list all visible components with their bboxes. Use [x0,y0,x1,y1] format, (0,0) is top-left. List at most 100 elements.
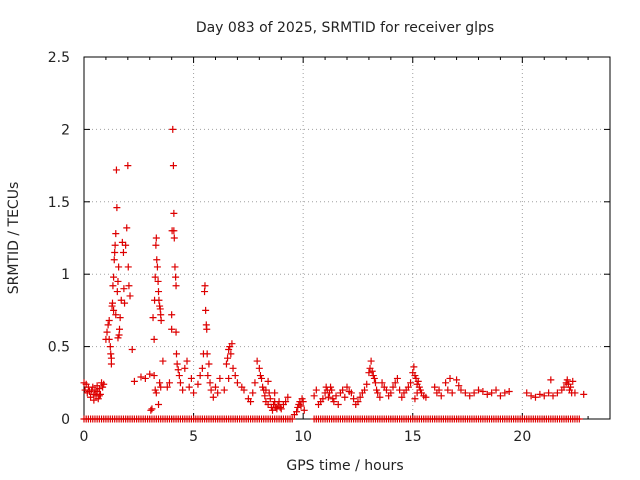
data-point [108,299,116,307]
data-point [567,383,575,391]
y-tick-label: 2 [61,122,70,138]
data-point [122,241,130,249]
data-point [563,376,571,384]
data-point [202,306,210,314]
data-point [527,392,535,400]
data-point [414,377,422,385]
data-point [198,364,206,372]
data-point [157,383,165,391]
data-point [116,314,124,322]
axis-ticks [83,56,610,420]
data-point [553,389,561,397]
data-point [523,389,531,397]
data-point [110,273,118,281]
data-point [90,396,98,404]
data-point [111,248,119,256]
data-point [146,370,154,378]
data-point [107,350,115,358]
data-point [264,377,272,385]
data-point [350,395,358,403]
data-point [393,374,401,382]
data-point [119,248,127,256]
data-point [368,367,376,375]
data-point [387,389,395,397]
data-point [569,377,577,385]
data-point [343,383,351,391]
data-point [190,389,198,397]
data-point [413,389,421,397]
data-point [124,162,132,170]
x-tick-label: 5 [189,429,198,445]
data-point [121,299,129,307]
data-point [216,374,224,382]
data-point [163,383,171,391]
data-point [112,230,120,238]
data-point [173,360,181,368]
data-point [370,374,378,382]
data-point [185,383,193,391]
data-point [187,374,195,382]
data-point [347,389,355,397]
data-point [422,393,430,401]
data-point [540,392,548,400]
data-point [271,389,279,397]
data-point [174,366,182,374]
data-point [155,296,163,304]
data-point [229,364,237,372]
data-point [330,398,338,406]
data-point [153,263,161,271]
data-point [172,350,180,358]
data-point [378,379,386,387]
data-point [341,393,349,401]
data-point [391,379,399,387]
data-point [549,392,557,400]
data-point [354,398,362,406]
data-point [455,382,463,390]
data-point [212,383,219,391]
x-tick-label: 20 [513,429,531,445]
data-point [123,224,131,232]
data-point [130,377,138,385]
data-point [224,354,232,362]
x-tick-label: 0 [80,429,89,445]
data-point [466,392,474,400]
data-point [371,379,379,387]
data-point [339,386,347,394]
data-point [154,277,162,285]
data-point [475,386,482,394]
data-point [444,386,452,394]
data-point [531,393,539,401]
data-point [547,376,555,384]
data-point [231,372,239,380]
data-point [453,376,461,384]
data-point [233,379,241,387]
data-point [312,386,320,394]
data-point [505,387,513,395]
data-point [398,393,406,401]
tick-labels: 0 5 10 15 20 0 0.5 1 1.5 2 2.5 [48,50,532,445]
data-point [580,390,588,398]
y-tick-label: 0 [61,412,70,428]
data-point [365,369,373,377]
data-point [93,382,101,390]
data-point [571,389,579,397]
data-point [171,263,179,271]
data-point [437,392,445,400]
data-point [356,393,364,401]
data-point [110,306,118,314]
data-point [407,379,415,387]
data-point [120,285,128,293]
data-point [175,372,183,380]
data-point [105,335,113,343]
data-point [151,386,159,394]
data-point [152,234,160,242]
data-point [334,401,342,409]
data-point [105,317,113,325]
data-point [125,282,133,290]
data-point [181,364,189,372]
data-point [172,282,180,290]
data-point [247,398,255,406]
data-point [168,311,176,319]
data-point [115,263,123,271]
zero-point [288,415,296,423]
